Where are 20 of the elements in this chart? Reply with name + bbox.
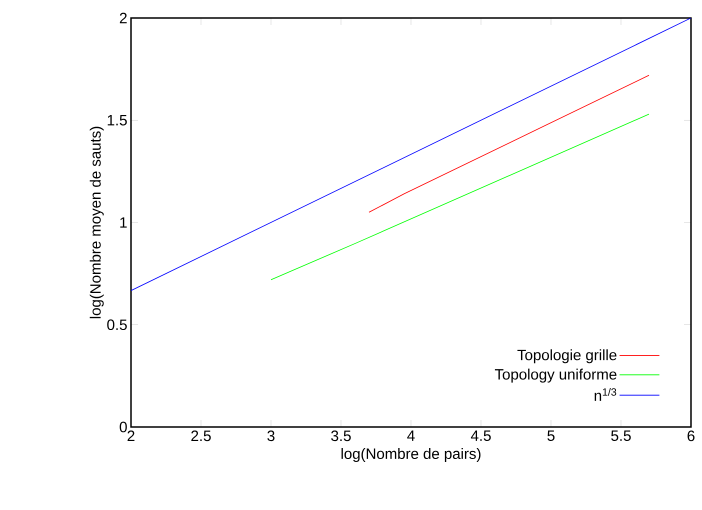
x-tick-label: 3.5 [331,430,351,442]
line-series [368,74,650,213]
x-tick-label: 5 [547,430,555,441]
x-tick-label: 4 [407,430,415,441]
x-tick-label: 3 [267,430,275,442]
x-tick-label: 4.5 [470,430,491,441]
x-tick-label: 2 [128,430,134,441]
y-tick-label: 0.5 [107,319,127,330]
y-tick-label: 1 [120,217,127,228]
x-tick-label: 6 [688,430,695,442]
y-axis-title: log(Nombre moyen de sauts) [90,126,104,318]
x-tick-label: 2.5 [191,430,211,442]
legend-label: Topology uniforme [494,368,616,383]
x-axis-title: log(Nombre de pairs) [342,448,480,462]
x-tick-label: 5.5 [611,430,631,441]
y-tick-label: 2 [120,12,127,24]
y-tick-label: 1.5 [108,115,127,126]
y-tick-label: 0 [120,422,127,432]
legend-label: Topologie grille [517,349,616,364]
legend-label: n$^{1/3}$ [594,388,616,401]
